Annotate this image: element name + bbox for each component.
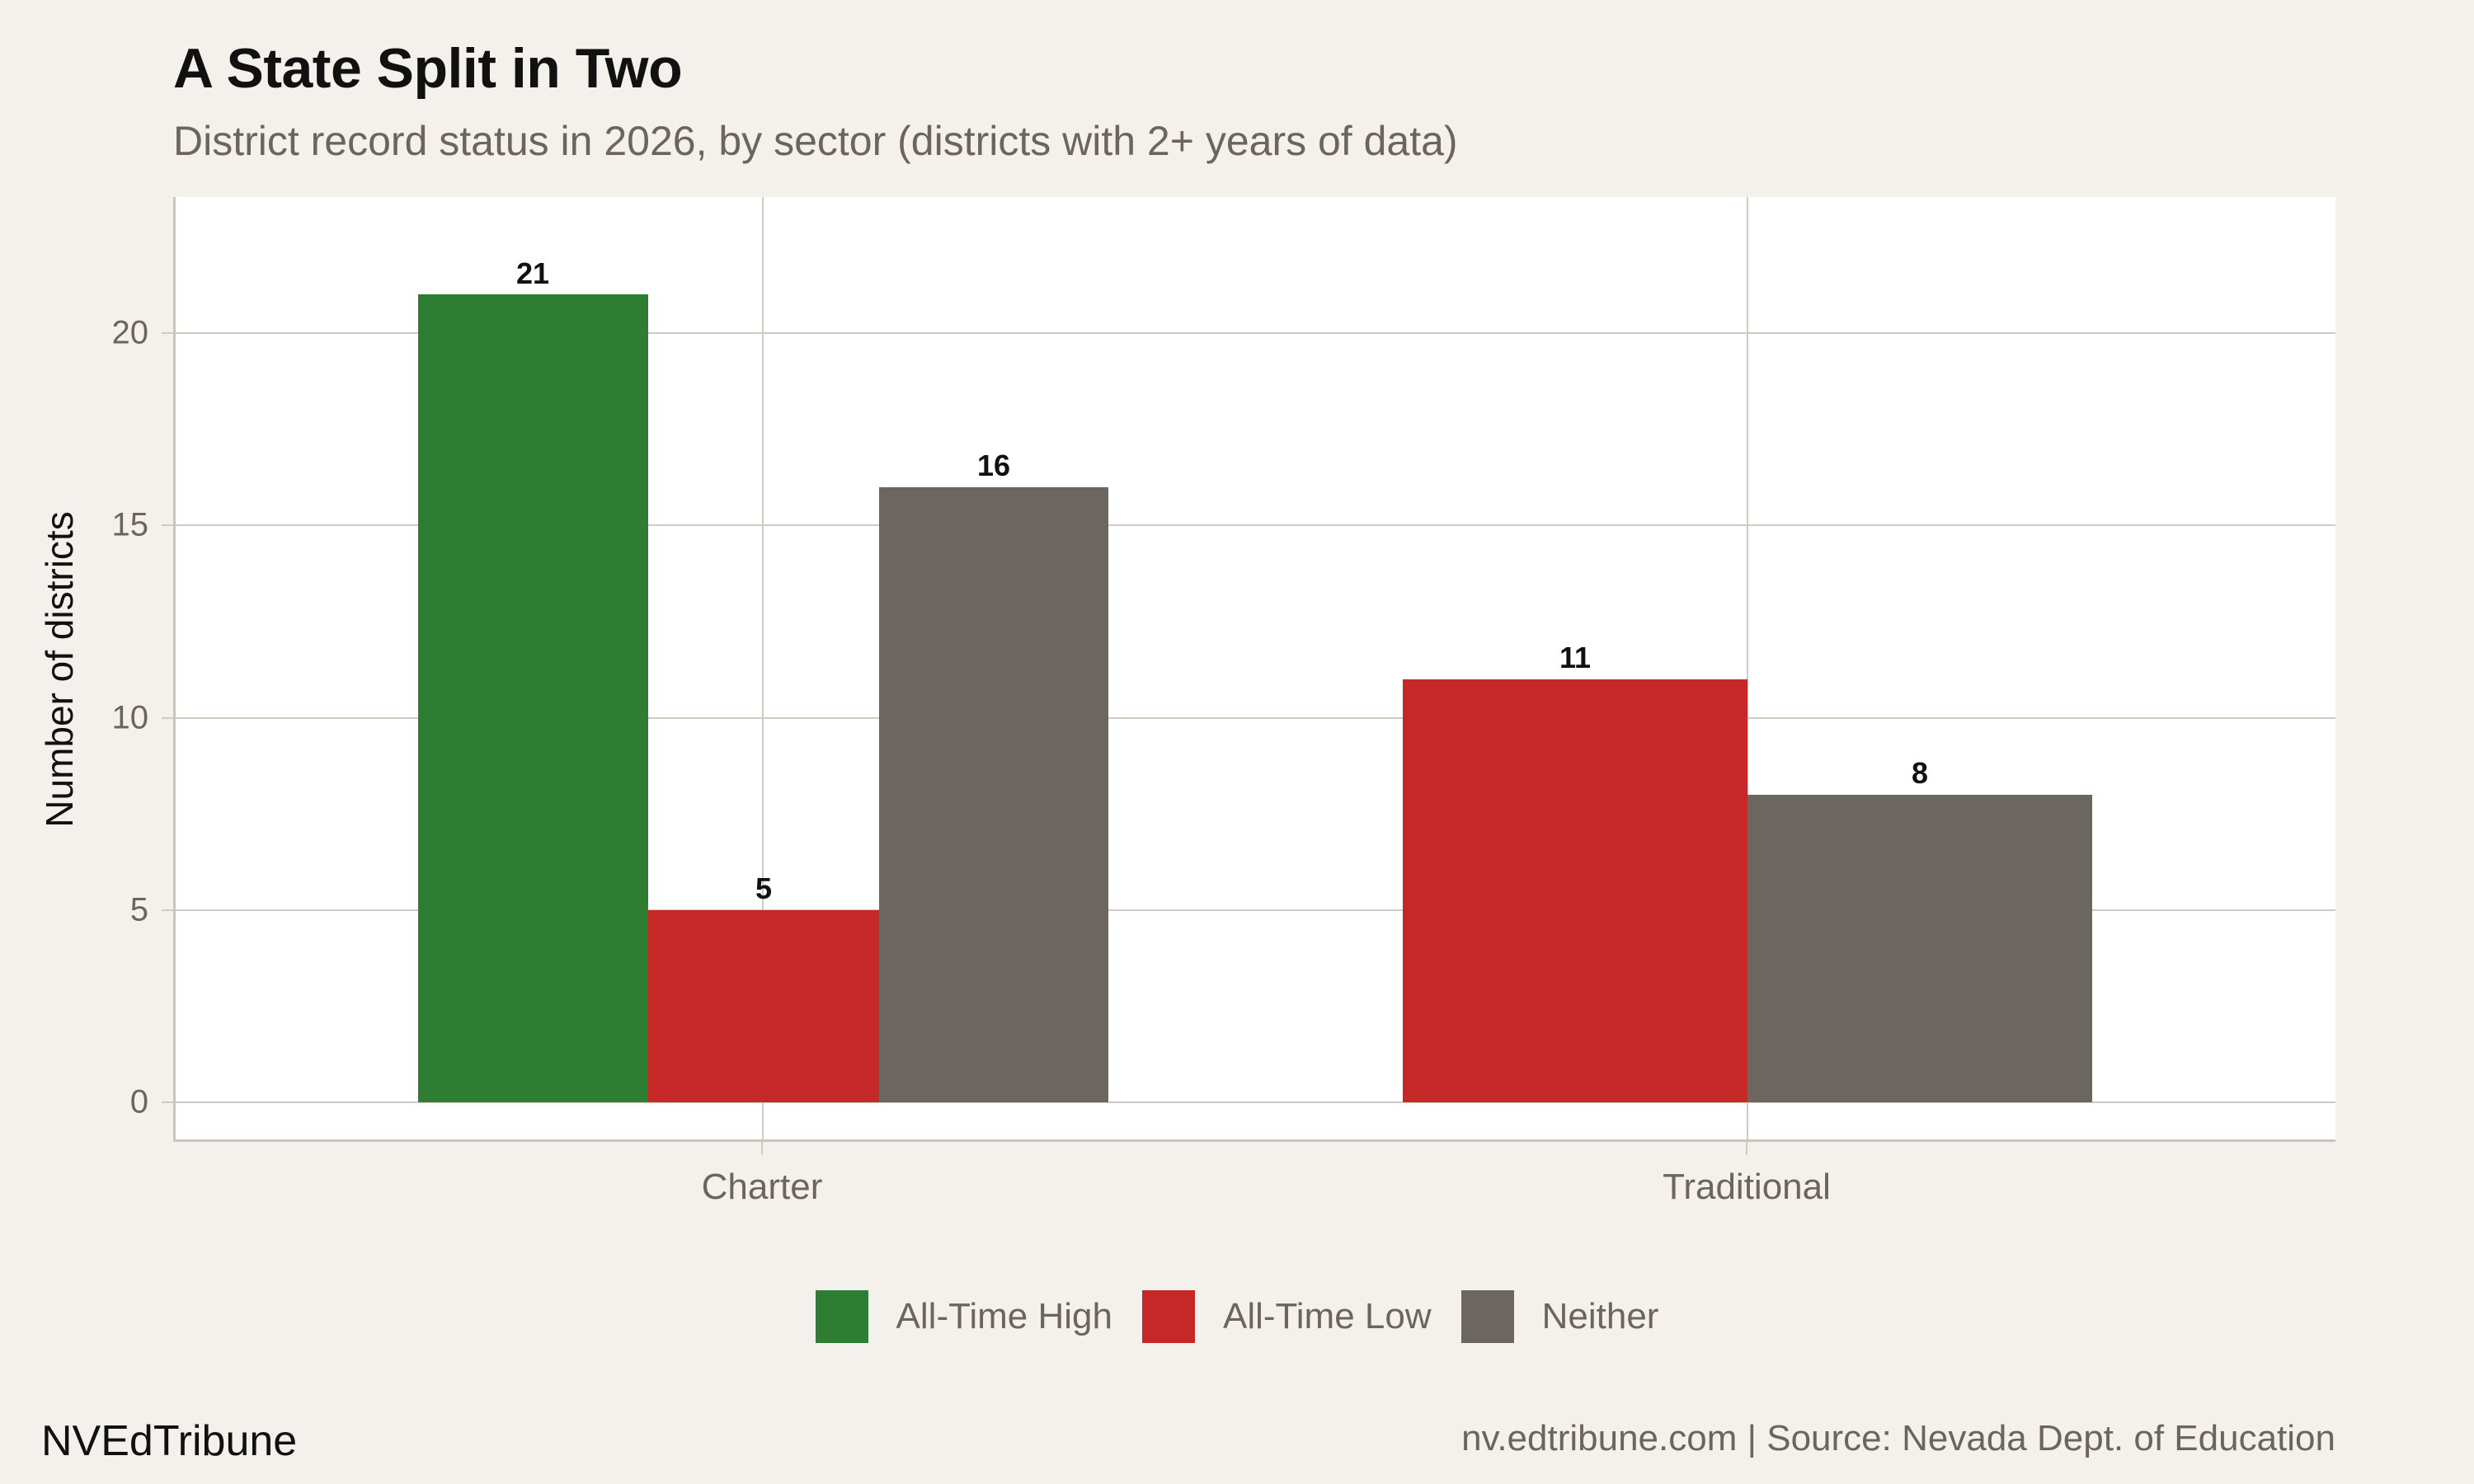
y-tick-10: 10 [111,699,149,736]
bar-charter-all-time-low[interactable] [648,910,879,1102]
y-tick-mark [162,524,173,526]
bar-traditional-all-time-low[interactable] [1403,679,1747,1102]
legend-item-all-time-high[interactable]: All-Time High [815,1290,1112,1343]
y-tick-15: 15 [111,506,149,543]
y-tick-mark [162,909,173,911]
bar-label-traditional-neither: 8 [1911,756,1929,790]
y-axis-label: Number of districts [38,511,81,828]
legend: All-Time High All-Time Low Neither [0,1290,2474,1343]
legend-swatch-green [815,1290,868,1343]
x-tick-charter: Charter [701,1167,823,1207]
gridline-charter [762,197,764,1139]
brand-label: NVEdTribune [41,1417,298,1465]
plot-panel: 21 5 16 11 8 [173,197,2335,1142]
y-tick-0: 0 [129,1083,148,1120]
x-tick-mark [761,1142,763,1155]
gridline-10 [176,717,2335,719]
y-tick-mark [162,332,173,334]
legend-label: All-Time Low [1222,1296,1432,1336]
x-tick-mark [1746,1142,1747,1155]
gridline-20 [176,332,2335,334]
gridline-0 [176,1101,2335,1103]
bar-label-traditional-low: 11 [1559,641,1592,674]
y-tick-5: 5 [129,891,148,928]
bar-label-charter-neither: 16 [976,448,1011,482]
legend-swatch-red [1141,1290,1195,1343]
x-tick-traditional: Traditional [1663,1167,1831,1207]
bar-charter-all-time-high[interactable] [418,294,648,1102]
gridline-5 [176,909,2335,911]
legend-swatch-gray [1460,1290,1514,1343]
bar-label-charter-low: 5 [755,871,773,905]
gridline-traditional [1747,197,1748,1139]
chart-title: A State Split in Two [173,37,683,100]
y-tick-mark [162,717,173,719]
bar-label-charter-high: 21 [515,256,550,290]
bar-charter-neither[interactable] [879,487,1108,1102]
gridline-15 [176,524,2335,526]
chart-subtitle: District record status in 2026, by secto… [173,118,1458,164]
bar-traditional-neither[interactable] [1747,795,2092,1102]
source-caption: nv.edtribune.com | Source: Nevada Dept. … [1461,1418,2335,1458]
legend-label: All-Time High [896,1296,1112,1336]
legend-item-all-time-low[interactable]: All-Time Low [1141,1290,1432,1343]
legend-label: Neither [1541,1296,1659,1336]
y-tick-20: 20 [111,314,149,351]
y-tick-mark [162,1101,173,1103]
legend-item-neither[interactable]: Neither [1460,1290,1659,1343]
